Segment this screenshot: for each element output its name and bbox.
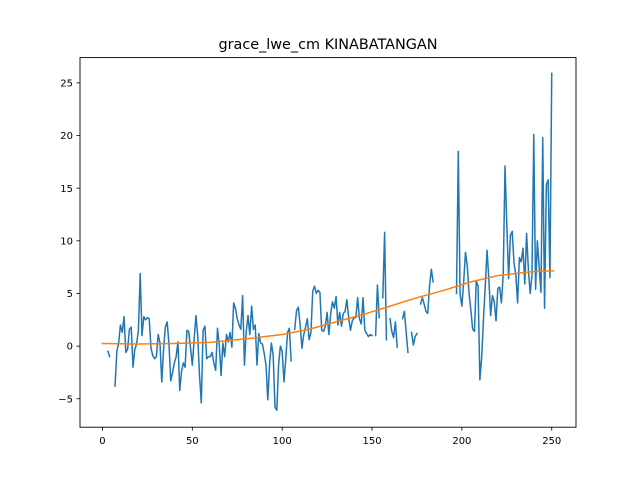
x-tick-label: 100 <box>273 436 292 447</box>
series-1-line-segment-2 <box>114 272 292 412</box>
y-tick-label: 10 <box>60 236 73 247</box>
x-tick-label: 50 <box>186 436 199 447</box>
series-1-line-segment-7 <box>401 310 409 354</box>
series-1-line-segment-4 <box>374 284 381 337</box>
plot-area: 0 50 100 150 200 250 −5 0 5 10 15 20 25 <box>58 72 561 447</box>
x-tick-label: 250 <box>542 436 561 447</box>
y-tick-label: 25 <box>60 78 73 89</box>
x-tick-label: 200 <box>452 436 471 447</box>
series-1-line-segment-10 <box>455 72 553 381</box>
y-tick-label: −5 <box>58 394 73 405</box>
x-tick-label: 0 <box>99 436 105 447</box>
series-1-line-segment-5 <box>382 231 388 341</box>
series-1-line-segment-8 <box>410 331 418 346</box>
series-2-line-segment-1 <box>101 270 555 345</box>
y-tick-label: 5 <box>67 289 73 300</box>
series-1-line-segment-6 <box>389 317 398 348</box>
y-tick-label: 0 <box>67 342 73 353</box>
y-tick-label: 20 <box>60 131 73 142</box>
series-1-line-segment-1 <box>106 350 111 358</box>
chart-title: grace_lwe_cm KINABATANGAN <box>218 37 437 53</box>
series-1-line-segment-9 <box>419 268 434 315</box>
y-tick-label: 15 <box>60 184 73 195</box>
x-tick-label: 150 <box>362 436 381 447</box>
axes-frame <box>79 57 577 428</box>
